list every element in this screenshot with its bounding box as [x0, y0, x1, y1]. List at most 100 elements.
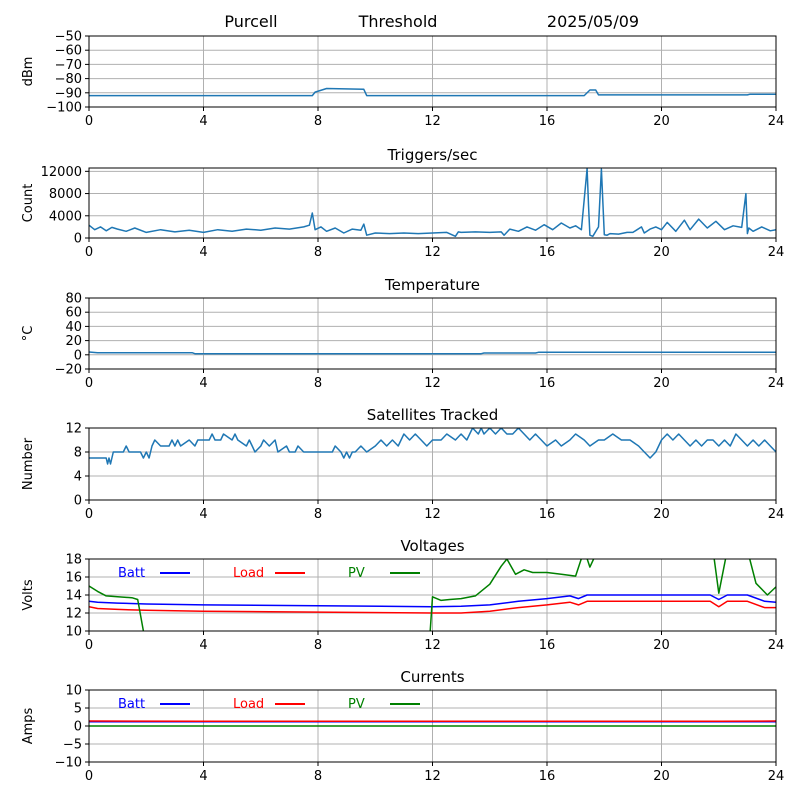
y-axis-label: Volts — [21, 579, 36, 611]
x-tick-label: 0 — [85, 638, 93, 653]
x-tick-label: 20 — [653, 638, 670, 653]
y-tick-label: −10 — [55, 756, 82, 771]
x-tick-label: 20 — [653, 769, 670, 784]
y-tick-label: 12 — [65, 422, 82, 437]
x-tick-label: 8 — [314, 507, 322, 522]
x-tick-label: 12 — [424, 638, 441, 653]
chart-title: Triggers/sec — [387, 146, 478, 164]
y-tick-label: 0 — [74, 348, 82, 363]
y-tick-label: 5 — [74, 702, 82, 717]
x-tick-label: 4 — [199, 769, 207, 784]
legend-label-batt: Batt — [118, 697, 145, 712]
series-line-pv — [89, 559, 776, 631]
y-tick-label: 80 — [65, 292, 82, 307]
y-tick-label: 60 — [65, 306, 82, 321]
x-tick-label: 12 — [424, 245, 441, 260]
y-tick-label: 10 — [65, 625, 82, 640]
y-tick-label: −5 — [63, 738, 82, 753]
y-tick-label: −20 — [55, 363, 82, 378]
x-tick-label: 0 — [85, 114, 93, 129]
chart-panel: 0 4 8 12 16 20 24 −100−90−80−70−60−50 dBm — [21, 30, 784, 130]
series-line-batt — [89, 594, 776, 608]
y-axis-label: Number — [21, 437, 36, 490]
y-tick-label: 20 — [65, 334, 82, 349]
chart-title: Currents — [400, 668, 464, 686]
x-tick-label: 12 — [424, 769, 441, 784]
series-line-1 — [89, 168, 776, 238]
legend-label-load: Load — [233, 697, 264, 712]
chart-title: Satellites Tracked — [367, 406, 498, 424]
y-tick-label: 4 — [74, 470, 82, 485]
legend-label-load: Load — [233, 566, 264, 581]
y-axis-label: Amps — [21, 707, 36, 744]
y-tick-label: 10 — [65, 684, 82, 699]
y-tick-label: 16 — [65, 571, 82, 586]
x-tick-label: 24 — [768, 638, 785, 653]
chart-panel: 0 4 8 12 16 20 24 0 4000 8000 12000 Count Triggers/s… — [21, 146, 784, 260]
legend-label-pv: PV — [348, 566, 365, 581]
x-tick-label: 16 — [539, 769, 556, 784]
chart-title: Temperature — [384, 276, 480, 294]
x-tick-label: 20 — [653, 114, 670, 129]
x-tick-label: 16 — [539, 376, 556, 391]
x-tick-label: 4 — [199, 114, 207, 129]
x-tick-label: 24 — [768, 245, 785, 260]
y-tick-label: −90 — [55, 86, 82, 101]
x-tick-label: 24 — [768, 114, 785, 129]
x-tick-label: 4 — [199, 245, 207, 260]
metric-name: Threshold — [358, 12, 438, 31]
x-tick-label: 20 — [653, 376, 670, 391]
chart-panel: 0 4 8 12 16 20 24 0 4 8 12 Number Satellites Tracked — [21, 406, 784, 522]
series-line-1 — [89, 351, 776, 355]
x-tick-label: 0 — [85, 769, 93, 784]
x-tick-label: 16 — [539, 638, 556, 653]
x-tick-label: 8 — [314, 376, 322, 391]
x-tick-label: 24 — [768, 507, 785, 522]
series-line-1 — [89, 428, 776, 465]
y-tick-label: −100 — [46, 101, 82, 116]
series-line-load — [89, 600, 776, 614]
x-tick-label: 0 — [85, 376, 93, 391]
series-line-1 — [89, 87, 776, 97]
y-axis-label: °C — [21, 326, 36, 342]
x-tick-label: 12 — [424, 507, 441, 522]
y-tick-label: 8000 — [49, 187, 82, 202]
y-tick-label: −50 — [55, 30, 82, 45]
x-tick-label: 8 — [314, 638, 322, 653]
x-tick-label: 4 — [199, 638, 207, 653]
y-tick-label: 18 — [65, 553, 82, 568]
y-tick-label: 12000 — [41, 165, 82, 180]
y-tick-label: 4000 — [49, 209, 82, 224]
x-tick-label: 20 — [653, 507, 670, 522]
x-tick-label: 12 — [424, 376, 441, 391]
chart-panel: 0 4 8 12 16 20 24 10 12 14 16 18 Volts Voltages Batt Lo… — [21, 537, 784, 653]
y-tick-label: 0 — [74, 720, 82, 735]
report-date: 2025/05/09 — [547, 12, 639, 31]
legend-label-pv: PV — [348, 697, 365, 712]
x-tick-label: 4 — [199, 376, 207, 391]
x-tick-label: 16 — [539, 114, 556, 129]
station-name: Purcell — [224, 12, 277, 31]
x-tick-label: 20 — [653, 245, 670, 260]
chart-title: Voltages — [400, 537, 464, 555]
y-tick-label: 0 — [74, 494, 82, 509]
y-tick-label: 0 — [74, 232, 82, 247]
x-tick-label: 8 — [314, 245, 322, 260]
x-tick-label: 16 — [539, 245, 556, 260]
y-tick-label: 14 — [65, 589, 82, 604]
x-tick-label: 8 — [314, 114, 322, 129]
y-tick-label: 40 — [65, 320, 82, 335]
x-tick-label: 12 — [424, 114, 441, 129]
y-axis-label: Count — [21, 184, 36, 223]
x-tick-label: 16 — [539, 507, 556, 522]
y-axis-label: dBm — [21, 57, 36, 87]
x-tick-label: 24 — [768, 376, 785, 391]
x-tick-label: 0 — [85, 245, 93, 260]
x-tick-label: 8 — [314, 769, 322, 784]
y-tick-label: −70 — [55, 58, 82, 73]
chart-panel: 0 4 8 12 16 20 24 −10 −5 0 5 10 Amps Currents Batt Load… — [21, 668, 784, 784]
x-tick-label: 4 — [199, 507, 207, 522]
